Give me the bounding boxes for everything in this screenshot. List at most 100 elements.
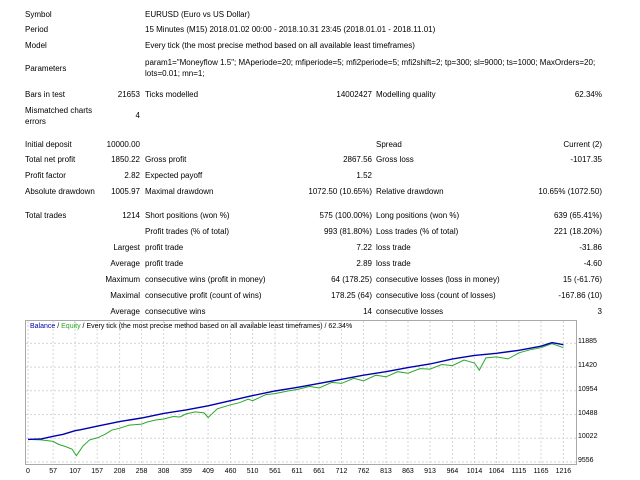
max-consecutive-losses-label: consecutive losses (loss in money) xyxy=(376,275,500,284)
mismatched-value: 4 xyxy=(135,111,140,120)
profit-trades-label: Profit trades (% of total) xyxy=(145,227,230,236)
mismatched-label-2: errors xyxy=(25,117,46,126)
loss-trades-label: Loss trades (% of total) xyxy=(376,227,459,236)
max-consecutive-wins-value: 64 (178.25) xyxy=(331,275,372,284)
loss-trades-value: 221 (18.20%) xyxy=(553,227,602,236)
maximal-consecutive-profit-value: 178.25 (64) xyxy=(331,291,372,300)
bars-in-test-value: 21653 xyxy=(117,90,140,99)
relative-drawdown-value: 10.65% (1072.50) xyxy=(538,187,602,196)
model-value: Every tick (the most precise method base… xyxy=(145,41,415,50)
maximum-label: Maximum xyxy=(105,275,140,284)
balance-equity-chart: Balance / Equity / Every tick (the most … xyxy=(25,320,577,465)
parameters-line-1: param1="Moneyflow 1.5"; MAperiode=20; mf… xyxy=(145,58,596,67)
maximal-drawdown-label: Maximal drawdown xyxy=(145,187,214,196)
legend-separator: / xyxy=(55,323,62,330)
spread-label: Spread xyxy=(376,140,402,149)
x-tick-label: 308 xyxy=(157,468,170,475)
expected-payoff-label: Expected payoff xyxy=(145,171,203,180)
total-net-profit-value: 1850.22 xyxy=(111,155,140,164)
chart-plot-area xyxy=(26,321,576,464)
gross-loss-value: -1017.35 xyxy=(570,155,602,164)
profit-trades-value: 993 (81.80%) xyxy=(323,227,372,236)
y-tick-label: 10954 xyxy=(578,385,598,393)
ticks-modelled-label: Ticks modelled xyxy=(145,90,199,99)
x-tick-label: 1216 xyxy=(555,468,572,475)
modelling-quality-label: Modelling quality xyxy=(376,90,436,99)
long-positions-value: 639 (65.41%) xyxy=(553,211,602,220)
balance-line xyxy=(27,341,564,441)
absolute-drawdown-value: 1005.97 xyxy=(111,187,140,196)
equity-line xyxy=(27,343,564,457)
avg-consecutive-losses-value: 3 xyxy=(597,307,602,316)
expected-payoff-value: 1.52 xyxy=(356,171,372,180)
symbol-value: EURUSD (Euro vs US Dollar) xyxy=(145,10,250,19)
y-tick-label: 11420 xyxy=(578,362,597,370)
average-label: Average xyxy=(110,259,140,268)
spread-value: Current (2) xyxy=(563,140,602,149)
x-tick-label: 460 xyxy=(224,468,237,475)
max-consecutive-wins-label: consecutive wins (profit in money) xyxy=(145,275,266,284)
maximal-consecutive-profit-label: consecutive profit (count of wins) xyxy=(145,291,262,300)
y-tick-label: 10488 xyxy=(578,409,598,417)
x-tick-label: 57 xyxy=(49,468,57,475)
largest-profit-label: profit trade xyxy=(145,243,184,252)
average-profit-value: 2.89 xyxy=(356,259,372,268)
long-positions-label: Long positions (won %) xyxy=(376,211,460,220)
x-tick-label: 1165 xyxy=(533,468,549,475)
relative-drawdown-label: Relative drawdown xyxy=(376,187,444,196)
x-tick-label: 712 xyxy=(335,468,348,475)
short-positions-value: 575 (100.00%) xyxy=(319,211,372,220)
largest-loss-value: -31.86 xyxy=(579,243,602,252)
profit-factor-label: Profit factor xyxy=(25,171,66,180)
y-tick-label: 9556 xyxy=(578,457,594,464)
x-tick-label: 813 xyxy=(380,468,392,475)
initial-deposit-label: Initial deposit xyxy=(25,140,72,149)
maximal-consecutive-loss-label: consecutive loss (count of losses) xyxy=(376,291,496,300)
avg-consecutive-losses-label: consecutive losses xyxy=(376,307,444,316)
x-tick-label: 1064 xyxy=(488,468,505,475)
x-tick-label: 611 xyxy=(291,468,303,475)
short-positions-label: Short positions (won %) xyxy=(145,211,230,220)
x-tick-label: 762 xyxy=(357,468,370,475)
parameters-label: Parameters xyxy=(25,64,67,73)
maximal-drawdown-value: 1072.50 (10.65%) xyxy=(308,187,372,196)
x-tick-label: 1014 xyxy=(466,468,483,475)
gross-profit-label: Gross profit xyxy=(145,155,187,164)
y-tick-label: 11885 xyxy=(578,338,597,346)
chart-legend: Balance / Equity / Every tick (the most … xyxy=(30,323,352,330)
period-value: 15 Minutes (M15) 2018.01.02 00:00 - 2018… xyxy=(145,25,436,34)
max-consecutive-losses-value: 15 (-61.76) xyxy=(562,275,602,284)
maximal-label: Maximal xyxy=(110,291,140,300)
gross-loss-label: Gross loss xyxy=(376,155,414,164)
gross-profit-value: 2867.56 xyxy=(343,155,372,164)
profit-factor-value: 2.82 xyxy=(124,171,140,180)
x-tick-label: 863 xyxy=(402,468,414,475)
model-label: Model xyxy=(25,41,47,50)
total-trades-value: 1214 xyxy=(122,211,140,220)
mismatched-label-1: Mismatched charts xyxy=(25,106,93,115)
ticks-modelled-value: 14002427 xyxy=(336,90,372,99)
avg-consecutive-wins-value: 14 xyxy=(363,307,372,316)
x-tick-label: 258 xyxy=(135,468,148,475)
legend-description: / Every tick (the most precise method ba… xyxy=(80,323,353,330)
total-trades-label: Total trades xyxy=(25,211,67,220)
x-tick-label: 510 xyxy=(246,468,259,475)
x-tick-label: 107 xyxy=(69,468,81,475)
avg-consecutive-wins-label: consecutive wins xyxy=(145,307,206,316)
symbol-label: Symbol xyxy=(25,10,52,19)
modelling-quality-value: 62.34% xyxy=(574,90,602,99)
legend-balance: Balance xyxy=(30,323,56,330)
initial-deposit-value: 10000.00 xyxy=(106,140,140,149)
absolute-drawdown-label: Absolute drawdown xyxy=(25,187,95,196)
largest-label: Largest xyxy=(113,243,140,252)
largest-profit-value: 7.22 xyxy=(356,243,372,252)
parameters-line-2: lots=0.01; mn=1; xyxy=(145,69,205,78)
average-loss-label: loss trade xyxy=(376,259,411,268)
x-tick-label: 1115 xyxy=(511,468,527,475)
x-tick-label: 359 xyxy=(180,468,192,475)
x-tick-label: 208 xyxy=(113,468,126,475)
x-tick-label: 0 xyxy=(26,468,30,475)
largest-loss-label: loss trade xyxy=(376,243,411,252)
period-label: Period xyxy=(25,25,49,34)
x-tick-label: 661 xyxy=(313,468,325,475)
